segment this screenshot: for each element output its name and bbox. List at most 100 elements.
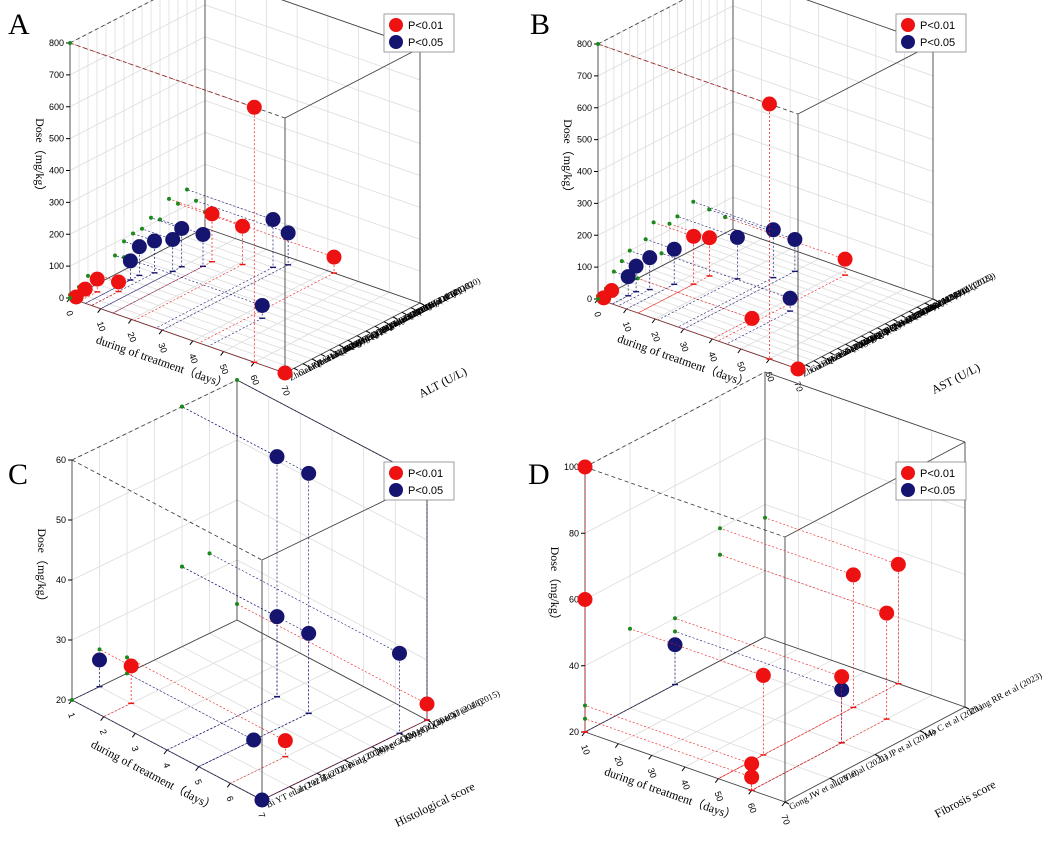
grid-line <box>123 269 340 346</box>
z-tick <box>410 307 416 311</box>
z-tick <box>344 759 349 763</box>
data-point <box>301 625 317 641</box>
x-tick-label: 20 <box>649 330 662 343</box>
grid-line <box>204 131 421 208</box>
grid-line <box>69 132 206 203</box>
projection-marker <box>611 269 616 274</box>
z-tick <box>392 316 398 320</box>
y-tick-label: 500 <box>49 134 64 144</box>
grid-line <box>724 232 926 304</box>
z-tick <box>320 353 326 357</box>
legend: P<0.01 P<0.05 <box>383 461 455 501</box>
grid-line <box>254 291 390 363</box>
projection-marker <box>207 551 212 556</box>
projection-marker <box>659 251 664 256</box>
projection-marker <box>125 655 129 660</box>
z-tick <box>356 335 362 339</box>
drop-line <box>612 295 629 305</box>
drop-line <box>751 742 842 791</box>
box-edge <box>584 466 786 538</box>
projection-marker <box>180 564 184 569</box>
z-tick <box>916 306 922 310</box>
y-tick-label: 600 <box>577 103 592 113</box>
box-edge <box>284 47 421 119</box>
data-point <box>235 218 250 234</box>
grid-line <box>732 196 934 268</box>
y-tick-label: 100 <box>564 462 579 472</box>
grid-line <box>150 255 367 332</box>
legend-marker-p001 <box>901 466 915 480</box>
z-tick <box>347 339 353 343</box>
legend-marker-p001 <box>901 18 915 32</box>
z-tick <box>893 319 898 323</box>
grid-line <box>69 0 154 44</box>
projection-marker <box>643 237 648 242</box>
box-edge <box>284 302 421 374</box>
data-point <box>744 769 760 785</box>
data-point <box>254 792 270 808</box>
data-point <box>577 459 593 475</box>
grid-line <box>732 132 934 204</box>
drop-line <box>621 260 637 267</box>
projection-marker <box>675 214 680 219</box>
drop-line <box>718 707 854 779</box>
x-tick <box>737 348 742 354</box>
y-tick-label: 0 <box>587 294 592 304</box>
x-tick <box>651 318 656 324</box>
z-tick <box>869 331 874 335</box>
z-tick <box>374 325 380 329</box>
grid-line <box>177 241 394 318</box>
grid-line <box>114 274 331 351</box>
z-tick <box>365 330 371 334</box>
drop-line <box>100 271 173 309</box>
drop-line <box>617 289 650 307</box>
z-tick <box>853 339 858 343</box>
data-point <box>265 212 281 228</box>
z-tick <box>924 302 930 306</box>
x-tick-label: 50 <box>712 790 725 803</box>
x-tick-label: 30 <box>646 767 659 780</box>
grid-line <box>621 286 822 358</box>
drop-line <box>629 250 650 258</box>
grid-line <box>712 268 848 340</box>
x-tick-label: 5 <box>193 778 204 786</box>
data-point <box>790 361 806 377</box>
grid-line <box>204 100 421 176</box>
data-point <box>837 251 853 267</box>
y-tick-label: 60 <box>56 455 66 465</box>
drop-line <box>114 255 131 262</box>
grid-line <box>597 164 734 236</box>
z-tick <box>311 358 317 362</box>
projection-marker <box>596 42 600 46</box>
drop-line <box>637 275 710 314</box>
z-tick <box>338 344 344 348</box>
drop-line <box>159 219 204 235</box>
z-tick <box>289 786 294 790</box>
x-tick <box>648 755 653 760</box>
legend-marker-p005 <box>389 35 403 49</box>
y-tick-label: 700 <box>577 71 592 81</box>
y-tick-label: 50 <box>56 515 66 525</box>
drop-line <box>71 686 100 701</box>
projection-marker <box>122 239 126 244</box>
legend: P<0.01 P<0.05 <box>895 13 967 53</box>
z-tick <box>302 363 308 367</box>
grid-line <box>685 253 886 325</box>
data-point <box>761 96 777 112</box>
z-tick <box>885 323 890 327</box>
legend-marker-p001 <box>389 18 403 32</box>
y-tick-label: 100 <box>577 262 592 272</box>
box-edge <box>797 298 934 370</box>
drop-line <box>724 216 846 260</box>
x-tick-label: 20 <box>612 755 625 768</box>
grid-line <box>732 69 934 141</box>
x-tick-label: 6 <box>224 795 235 803</box>
data-point <box>642 250 658 266</box>
data-point <box>845 567 861 583</box>
x-tick-label: 0 <box>64 309 75 317</box>
projection-marker <box>131 231 135 236</box>
grid-line <box>159 250 376 327</box>
legend-marker-p005 <box>389 483 403 497</box>
grid-line <box>653 269 854 341</box>
projection-marker <box>635 276 640 281</box>
